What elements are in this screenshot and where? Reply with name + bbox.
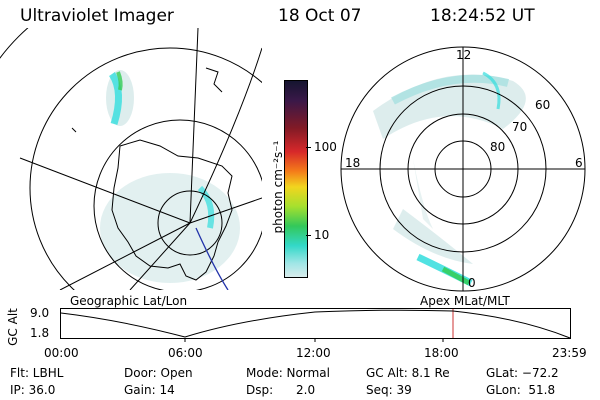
info-glat: GLat: −72.2 xyxy=(486,366,559,380)
mlt-label-0: 0 xyxy=(468,276,476,290)
lat-label-80: 80 xyxy=(490,140,506,154)
alt-chart-xtick: 06:00 xyxy=(168,346,203,360)
polar-plot xyxy=(340,46,586,292)
alt-chart-xtick: 00:00 xyxy=(44,346,79,360)
coastline xyxy=(111,139,233,281)
meridian-line xyxy=(19,157,191,224)
latitude-circle xyxy=(157,190,223,256)
alt-chart-xtick: 12:00 xyxy=(296,346,331,360)
aurora-arc xyxy=(391,74,509,105)
aurora-arc xyxy=(441,266,471,286)
colorbar-tick xyxy=(306,147,311,148)
aurora-haze xyxy=(413,159,433,229)
info-mode: Mode: Normal xyxy=(246,366,330,380)
mlt-label-12: 12 xyxy=(456,48,472,62)
polar-plot-label: Apex MLat/MLT xyxy=(420,294,510,308)
info-door: Door: Open xyxy=(124,366,193,380)
colorbar xyxy=(284,80,308,278)
info-dsp-label: Dsp: xyxy=(246,383,274,397)
geographic-map-label: Geographic Lat/Lon xyxy=(70,294,188,308)
time-label: 18:24:52 UT xyxy=(430,6,535,26)
info-ip: IP: 36.0 xyxy=(10,383,56,397)
colorbar-tick xyxy=(306,235,311,236)
alt-chart-ytick: 1.8 xyxy=(30,326,50,340)
info-dsp-value: 2.0 xyxy=(296,383,316,397)
date-label: 18 Oct 07 xyxy=(278,6,362,26)
altitude-curve xyxy=(60,309,571,339)
coastline xyxy=(205,67,223,93)
altitude-chart xyxy=(60,308,571,342)
aurora-arc xyxy=(197,185,215,229)
alt-chart-ylabel: GC Alt xyxy=(5,308,20,346)
meridian-line xyxy=(129,222,191,290)
aurora-arc xyxy=(116,71,123,91)
lat-label-70: 70 xyxy=(512,120,528,134)
alt-chart-xtick: 18:00 xyxy=(424,346,459,360)
info-gain: Gain: 14 xyxy=(124,383,175,397)
mlt-label-18: 18 xyxy=(345,156,361,170)
info-gcalt: GC Alt: 8.1 Re xyxy=(366,366,450,380)
coastline xyxy=(71,127,77,133)
meridian-line xyxy=(59,222,191,290)
aurora-haze xyxy=(100,173,240,283)
geographic-map xyxy=(0,28,262,290)
meridian-line xyxy=(189,197,262,224)
colorbar-tick-label: 100 xyxy=(314,140,337,154)
meridian-line xyxy=(189,28,199,224)
latitude-circle xyxy=(29,47,262,290)
info-glon: GLon: 51.8 xyxy=(486,383,556,397)
info-flt: Flt: LBHL xyxy=(10,366,64,380)
track-line xyxy=(195,227,229,290)
alt-chart-ytick: 9.0 xyxy=(30,306,50,320)
mlt-label-6: 6 xyxy=(575,156,583,170)
aurora-haze xyxy=(393,209,473,264)
colorbar-unit-label: photon cm⁻²s⁻¹ xyxy=(271,140,285,234)
alt-chart-xtick: 23:59 xyxy=(552,346,587,360)
info-seq: Seq: 39 xyxy=(366,383,412,397)
app-title: Ultraviolet Imager xyxy=(20,6,174,26)
aurora-arc xyxy=(482,71,501,110)
meridian-line xyxy=(189,47,262,224)
lat-label-60: 60 xyxy=(535,98,551,112)
colorbar-tick-label: 10 xyxy=(314,228,330,242)
latitude-circle xyxy=(93,119,262,290)
aurora-arc xyxy=(108,72,122,126)
